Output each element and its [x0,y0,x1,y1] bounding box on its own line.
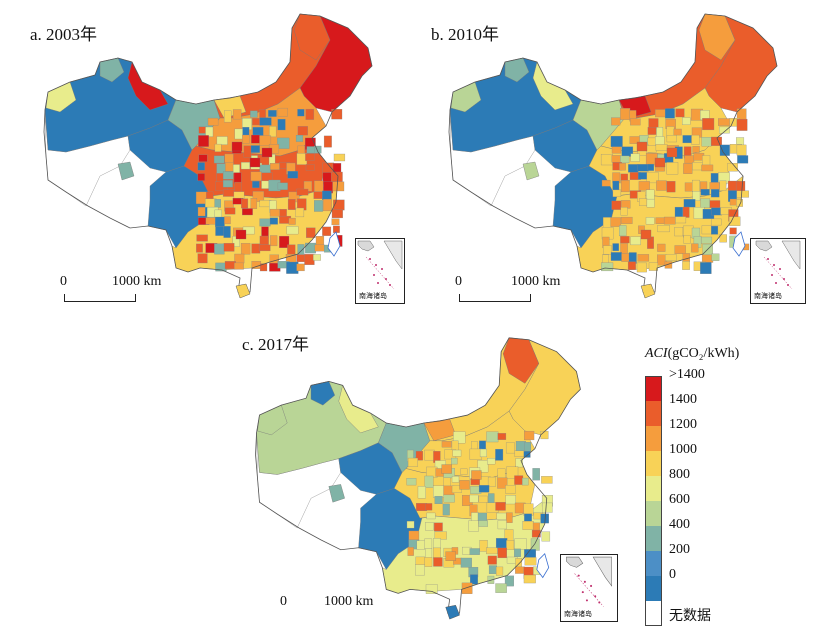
scale-line [64,294,136,302]
legend-swatch [645,476,662,501]
inset-map [566,556,612,607]
panel-2003: a. 2003年 0 1000 km 南海诸岛 [0,0,410,315]
legend-swatch [645,526,662,551]
legend-swatch [645,426,662,451]
legend-item: 无数据 [645,601,805,626]
legend-label: 无数据 [669,609,711,624]
south-china-sea-inset: 南海诸岛 [355,238,405,304]
china-map-2010 [448,13,778,299]
inset-label: 南海诸岛 [754,292,782,300]
legend-label: 0 [669,567,676,582]
panel-title: b. 2010年 [431,25,499,44]
legend-title: ACI(gCO₂/kWh) [645,346,739,362]
south-china-sea-inset: 南海诸岛 [560,554,618,622]
legend-label: 1400 [669,392,697,407]
legend-item: 1200 [645,417,805,451]
scale-distance-label: 1000 km [511,274,561,289]
legend-item: 600 [645,492,805,526]
legend-item: 1000 [645,442,805,476]
legend-item: >1400 [645,367,805,401]
legend-item: 0 [645,567,805,601]
china-map-2003 [43,13,373,299]
legend-swatch [645,551,662,576]
legend-swatch [645,601,662,626]
scale-zero-label: 0 [280,594,287,609]
panel-title: a. 2003年 [30,25,98,44]
inset-label: 南海诸岛 [564,610,592,618]
south-china-sea-inset: 南海诸岛 [750,238,806,304]
legend-label: 800 [669,467,690,482]
scale-zero-label: 0 [60,274,67,289]
legend-label: 600 [669,492,690,507]
legend-label: 1200 [669,417,697,432]
scale-line [459,294,531,302]
panel-2010: b. 2010年 0 1000 km 南海诸岛 [405,0,815,315]
legend-label: 400 [669,517,690,532]
legend-swatch [645,451,662,476]
legend-label: 1000 [669,442,697,457]
china-map-2017 [255,337,581,620]
legend-swatch [645,401,662,426]
scale-distance-label: 1000 km [112,274,162,289]
legend-item: 800 [645,467,805,501]
scale-zero-label: 0 [455,274,462,289]
legend-swatch [645,376,662,401]
legend-label: 200 [669,542,690,557]
legend-swatch [645,501,662,526]
legend-label: >1400 [669,367,705,382]
legend-item: 400 [645,517,805,551]
legend-item: 200 [645,542,805,576]
inset-map [755,240,801,290]
legend-title-unit: (gCO₂/kWh) [667,346,740,361]
inset-label: 南海诸岛 [359,292,387,300]
legend: ACI(gCO₂/kWh) >1400 1400 1200 1000 800 600 400… [645,346,805,626]
legend-swatch [645,576,662,601]
panel-2017: c. 2017年 0 1000 km 南海诸岛 [205,318,625,630]
legend-item: 1400 [645,392,805,426]
inset-map [357,240,403,290]
panel-title: c. 2017年 [242,335,310,354]
scale-distance-label: 1000 km [324,594,374,609]
legend-title-variable: ACI [645,346,668,361]
